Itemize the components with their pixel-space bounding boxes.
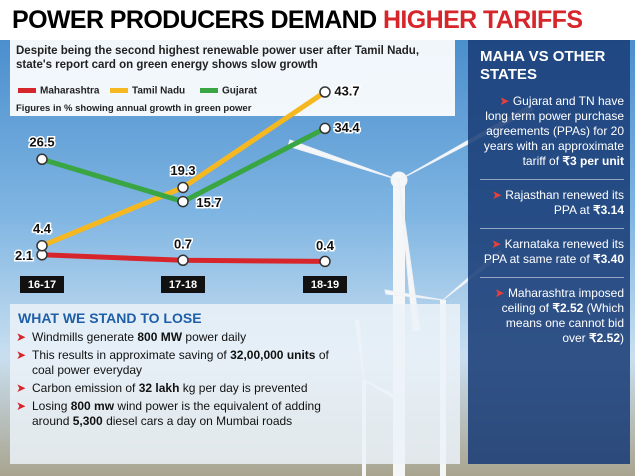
highlight-text: 5,300 xyxy=(72,414,103,428)
text: Windmills generate xyxy=(32,330,138,344)
text: ) xyxy=(620,331,624,345)
text: Gujarat and TN have long term power purc… xyxy=(483,94,624,168)
highlight-text: 32,00,000 units xyxy=(230,348,316,362)
list-item: Gujarat and TN have long term power purc… xyxy=(480,94,624,169)
data-label: 19.3 xyxy=(170,163,195,178)
panel-title: WHAT WE STAND TO LOSE xyxy=(18,310,202,326)
highlight-text: 800 mw xyxy=(70,399,115,413)
data-point xyxy=(319,86,331,98)
x-tick-label: 18-19 xyxy=(311,279,339,291)
text: Losing xyxy=(32,399,71,413)
data-point xyxy=(177,181,189,194)
data-label: 0.7 xyxy=(174,237,192,252)
text: Maharashtra imposed ceiling of xyxy=(501,286,624,315)
text: Karnataka renewed its PPA at same rate o… xyxy=(483,237,624,266)
text: kg per day is prevented xyxy=(179,381,308,395)
x-tick-label: 17-18 xyxy=(169,279,197,291)
chart: Maharashtra Tamil Nadu Gujarat 16-17 17-18 18… xyxy=(13,82,362,293)
highlight-text: ₹3.14 xyxy=(593,203,624,217)
text: power daily xyxy=(182,330,247,344)
highlight-text: 32 lakh xyxy=(138,381,180,395)
title: POWER PRODUCERS DEMAND xyxy=(12,6,377,34)
legend-label: Gujarat xyxy=(222,86,258,97)
data-point xyxy=(177,195,189,208)
highlight-text: ₹2.52 xyxy=(552,301,584,315)
data-label: 43.7 xyxy=(334,83,359,98)
data-label: 26.5 xyxy=(29,135,54,150)
stand-to-lose-panel: WHAT WE STAND TO LOSE Windmills generate… xyxy=(10,304,460,464)
list: Windmills generate 800 MW power daily Thi… xyxy=(10,330,460,429)
text: Carbon emission of xyxy=(32,381,139,395)
data-point xyxy=(36,153,48,166)
chart-subtitle: Despite being the second highest renewab… xyxy=(16,45,420,71)
highlight-text: 800 MW xyxy=(137,330,183,344)
list-item: Maharashtra imposed ceiling of ₹2.52 (Wh… xyxy=(480,286,624,346)
list-item: Karnataka renewed its PPA at same rate o… xyxy=(480,237,624,267)
legend-swatch xyxy=(200,88,218,93)
text: of coal power everyday xyxy=(32,348,329,377)
list-item: This results in approximate saving of 32… xyxy=(16,348,352,378)
x-tick-label: 16-17 xyxy=(28,279,56,291)
text: diesel cars a day on Mumbai roads xyxy=(102,414,293,428)
data-point xyxy=(177,254,189,267)
sidebar: MAHA VS OTHER STATES Gujarat and TN have… xyxy=(468,40,630,464)
data-point xyxy=(319,255,331,268)
legend-label: Tamil Nadu xyxy=(132,86,185,97)
title-highlight: HIGHER TARIFFS xyxy=(382,6,583,34)
chart-note: Figures in % showing annual growth in gr… xyxy=(16,103,252,114)
list-item: Losing 800 mw wind power is the equivale… xyxy=(16,399,352,429)
highlight-text: ₹3 per unit xyxy=(562,154,624,168)
highlight-text: ₹3.40 xyxy=(593,252,624,266)
text: This results in approximate saving of xyxy=(32,348,231,362)
data-label: 34.4 xyxy=(334,120,360,135)
legend-label: Maharashtra xyxy=(40,86,100,97)
data-label: 0.4 xyxy=(316,238,335,253)
list-item: Carbon emission of 32 lakh kg per day is… xyxy=(16,381,352,396)
data-point xyxy=(36,240,48,252)
header: POWER PRODUCERS DEMAND HIGHER TARIFFS xyxy=(0,0,635,40)
separator xyxy=(480,277,624,278)
list: Gujarat and TN have long term power purc… xyxy=(468,94,630,346)
data-point xyxy=(319,122,331,135)
separator xyxy=(480,228,624,229)
category-box xyxy=(303,276,347,293)
category-box xyxy=(161,276,205,293)
legend-swatch xyxy=(18,88,36,93)
list-item: Rajasthan renewed its PPA at ₹3.14 xyxy=(480,188,624,218)
legend-swatch xyxy=(110,88,128,93)
category-box xyxy=(20,276,64,293)
chart-header-box xyxy=(10,40,455,116)
data-label: 2.1 xyxy=(15,248,33,263)
separator xyxy=(480,179,624,180)
text: (Which means one cannot bid over xyxy=(505,301,624,345)
sidebar-title: MAHA VS OTHER STATES xyxy=(480,48,606,83)
text: Rajasthan renewed its PPA at xyxy=(505,188,624,217)
data-label: 4.4 xyxy=(33,221,52,236)
highlight-text: ₹2.52 xyxy=(589,331,620,345)
data-label: 15.7 xyxy=(196,195,221,210)
text: wind power is the equivalent of adding a… xyxy=(32,399,321,428)
list-item: Windmills generate 800 MW power daily xyxy=(16,330,352,345)
